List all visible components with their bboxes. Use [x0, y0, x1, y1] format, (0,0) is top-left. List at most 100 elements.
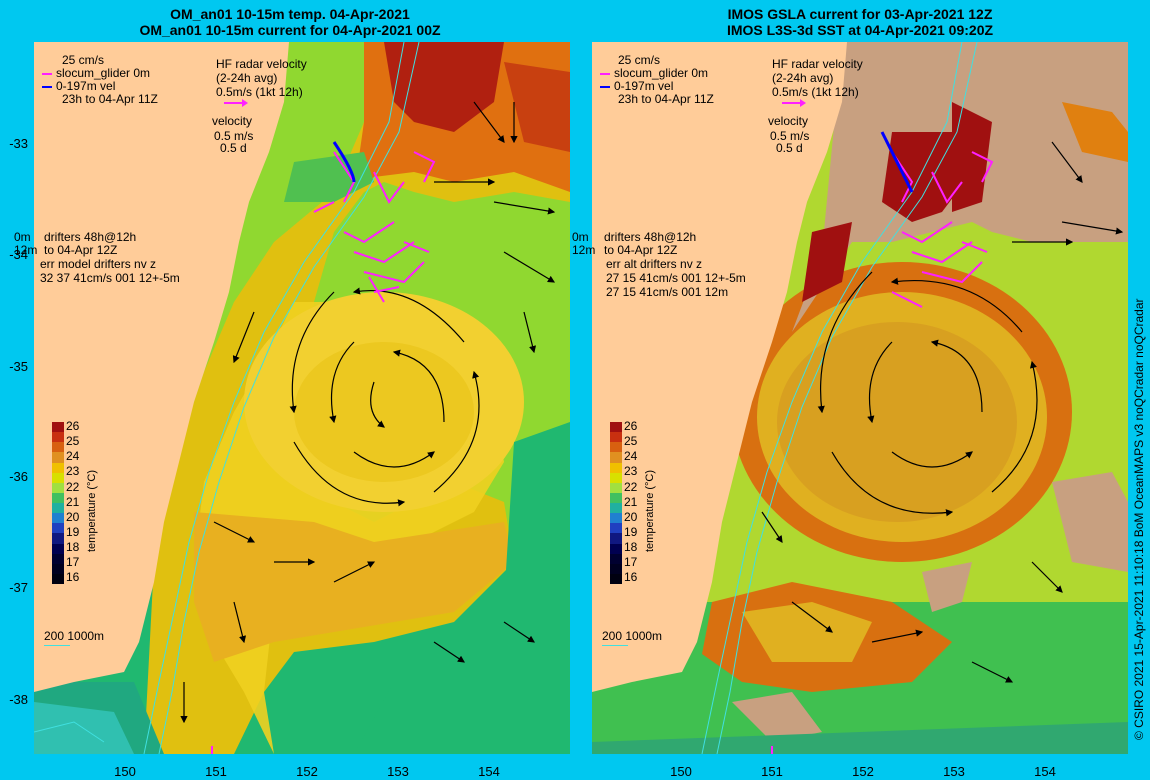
velocity-label: velocity — [212, 115, 252, 128]
lon-label: 153 — [934, 764, 974, 779]
colorbar-tick-label: 17 — [624, 556, 637, 568]
colorbar-tick-label: 23 — [66, 465, 79, 477]
colorbar-tick-label: 19 — [66, 526, 79, 538]
colorbar-tick-label: 22 — [624, 481, 637, 493]
lon-label: 152 — [843, 764, 883, 779]
colorbar-segment — [52, 574, 64, 584]
velocity-label: velocity — [768, 115, 808, 128]
colorbar-segment — [610, 533, 622, 543]
colorbar-segment — [52, 503, 64, 513]
hf-radar-arrow-key — [782, 102, 802, 104]
legend-time: 23h to 04-Apr 11Z — [618, 93, 714, 106]
lon-label: 151 — [752, 764, 792, 779]
lon-label: 150 — [105, 764, 145, 779]
isobath-label: 200 1000m — [602, 630, 662, 643]
colorbar-tick-label: 25 — [66, 435, 79, 447]
colorbar-tick-label: 24 — [66, 450, 79, 462]
colorbar-segment — [610, 554, 622, 564]
colorbar-segment — [52, 554, 64, 564]
lon-label: 154 — [1025, 764, 1065, 779]
drifter-legend-3: err alt drifters nv z — [606, 258, 702, 271]
colorbar-segment — [52, 533, 64, 543]
colorbar-tick-label: 18 — [624, 541, 637, 553]
colorbar-segment — [610, 473, 622, 483]
right-title: IMOS GSLA current for 03-Apr-2021 12Z IM… — [670, 6, 1050, 38]
drifter-legend-4: 32 37 41cm/s 001 12+-5m — [40, 272, 180, 285]
colorbar-segment — [52, 432, 64, 442]
isobath-label: 200 1000m — [44, 630, 104, 643]
colorbar-segment — [52, 513, 64, 523]
colorbar-tick-label: 21 — [66, 496, 79, 508]
lat-label: -38 — [0, 692, 28, 707]
lat-label: -35 — [0, 359, 28, 374]
colorbar-segment — [52, 493, 64, 503]
colorbar-title: temperature (°C) — [86, 470, 98, 552]
colorbar-segment — [610, 503, 622, 513]
colorbar-segment — [52, 544, 64, 554]
left-title-line1: OM_an01 10-15m temp. 04-Apr-2021 — [110, 6, 470, 22]
right-sst-map — [592, 42, 1128, 754]
colorbar-tick-label: 21 — [624, 496, 637, 508]
colorbar-segment — [52, 564, 64, 574]
colorbar-tick-label: 20 — [66, 511, 79, 523]
left-map-panel — [34, 42, 570, 754]
lon-label: 152 — [287, 764, 327, 779]
hf-radar-arrow-key — [224, 102, 244, 104]
colorbar-tick-label: 17 — [66, 556, 79, 568]
colorbar-segment — [52, 523, 64, 533]
drifter-legend-2: to 04-Apr 12Z — [44, 244, 117, 257]
drifter-legend-5: 27 15 41cm/s 001 12m — [606, 286, 728, 299]
hf-radar-label: HF radar velocity — [772, 58, 863, 71]
colorbar-tick-label: 26 — [66, 420, 79, 432]
colorbar-segment — [610, 432, 622, 442]
hf-radar-scale: 0.5m/s (1kt 12h) — [772, 86, 859, 99]
colorbar-segment — [52, 483, 64, 493]
hf-radar-avg: (2-24h avg) — [772, 72, 833, 85]
colorbar-tick-label: 16 — [66, 571, 79, 583]
velocity-days: 0.5 d — [776, 142, 803, 155]
colorbar-segment — [610, 513, 622, 523]
colorbar-segment — [52, 463, 64, 473]
drifter-legend-4: 27 15 41cm/s 001 12+-5m — [606, 272, 746, 285]
left-temperature-map — [34, 42, 570, 754]
lon-label: 153 — [378, 764, 418, 779]
legend-time: 23h to 04-Apr 11Z — [62, 93, 158, 106]
drifter-depth-12m: 12m — [572, 244, 595, 257]
colorbar-tick-label: 16 — [624, 571, 637, 583]
drifter-legend-3: err model drifters nv z — [40, 258, 156, 271]
colorbar-title: temperature (°C) — [644, 470, 656, 552]
lat-label: -33 — [0, 136, 28, 151]
colorbar-tick-label: 22 — [66, 481, 79, 493]
colorbar-segment — [52, 422, 64, 432]
colorbar-segment — [52, 442, 64, 452]
lon-label: 154 — [469, 764, 509, 779]
colorbar-tick-label: 25 — [624, 435, 637, 447]
colorbar-segment — [610, 442, 622, 452]
colorbar-segment — [610, 463, 622, 473]
colorbar-tick-label: 18 — [66, 541, 79, 553]
colorbar-segment — [610, 493, 622, 503]
lon-label: 150 — [661, 764, 701, 779]
colorbar-tick-label: 19 — [624, 526, 637, 538]
credit-text: © CSIRO 2021 15-Apr-2021 11:10:18 BoM Oc… — [1132, 298, 1146, 740]
drifter-legend-2: to 04-Apr 12Z — [604, 244, 677, 257]
hf-radar-scale: 0.5m/s (1kt 12h) — [216, 86, 303, 99]
colorbar-tick-label: 23 — [624, 465, 637, 477]
colorbar-segment — [52, 473, 64, 483]
lat-label: -36 — [0, 469, 28, 484]
velocity-days: 0.5 d — [220, 142, 247, 155]
colorbar-segment — [610, 544, 622, 554]
right-title-line2: IMOS L3S-3d SST at 04-Apr-2021 09:20Z — [670, 22, 1050, 38]
colorbar-tick-label: 26 — [624, 420, 637, 432]
drifter-depth-12m: 12m — [14, 244, 37, 257]
colorbar-tick-label: 24 — [624, 450, 637, 462]
left-title: OM_an01 10-15m temp. 04-Apr-2021 OM_an01… — [110, 6, 470, 38]
colorbar-segment — [610, 452, 622, 462]
colorbar-segment — [610, 523, 622, 533]
colorbar-segment — [610, 483, 622, 493]
left-title-line2: OM_an01 10-15m current for 04-Apr-2021 0… — [110, 22, 470, 38]
colorbar-segment — [52, 452, 64, 462]
lat-label: -37 — [0, 580, 28, 595]
colorbar-tick-label: 20 — [624, 511, 637, 523]
hf-radar-avg: (2-24h avg) — [216, 72, 277, 85]
